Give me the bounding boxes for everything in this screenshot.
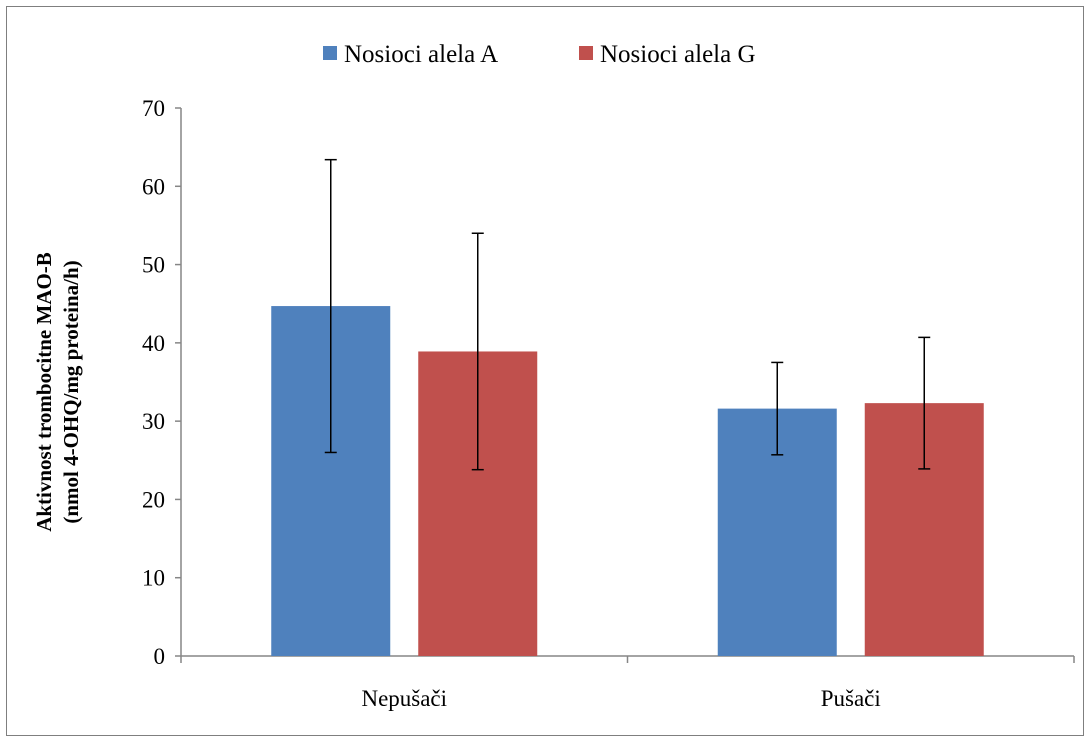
legend-swatch [323,46,337,60]
y-axis-title-line-2: (nmol 4-OHQ/mg proteina/h) [59,260,83,523]
legend-label: Nosioci alela A [344,41,498,68]
y-tick-label: 40 [142,331,165,356]
y-tick-label: 60 [142,174,165,199]
y-tick-label: 70 [142,96,165,121]
y-tick-label: 10 [142,566,165,591]
legend-label: Nosioci alela G [600,41,756,68]
bars [271,306,984,656]
y-axis: 0 10 20 30 40 50 60 70 [142,96,182,669]
y-tick-label: 30 [142,409,165,434]
error-bars [324,158,931,471]
y-tick-label: 0 [154,644,166,669]
x-axis: Nepušači Pušači [180,655,1075,711]
legend-swatch [579,46,593,60]
y-tick-label: 20 [142,487,165,512]
y-tick-label: 50 [142,253,165,278]
x-tick-label: Nepušači [361,686,447,711]
y-axis-title-line-1: Aktivnost trombocitne MAO-B [32,252,56,532]
x-tick-label: Pušači [821,686,881,711]
legend: Nosioci alela A Nosioci alela G [323,41,756,68]
